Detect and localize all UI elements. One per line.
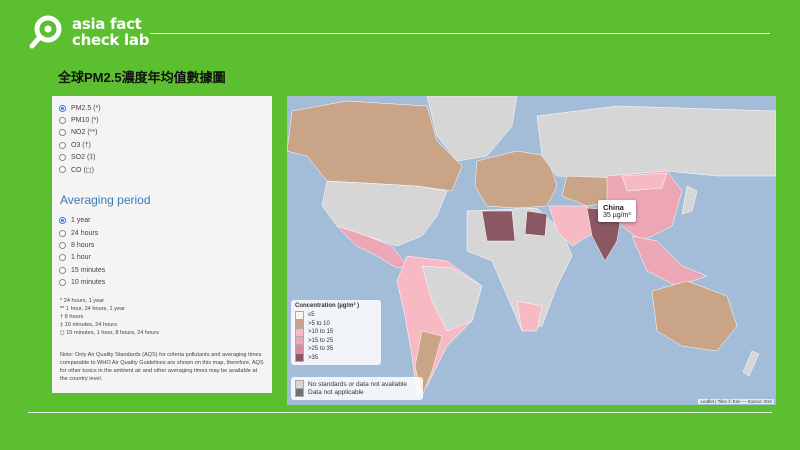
legend-item: Data not applicable xyxy=(295,388,419,398)
averaging-heading: Averaging period xyxy=(60,192,151,207)
legend-item: >10 to 15 xyxy=(295,327,377,337)
new-zealand xyxy=(742,350,760,377)
controls-panel: PM2.5 (*) PM10 (*) NO2 (**) O3 (†) SO2 (‡) CO… xyxy=(52,96,272,393)
averaging-option[interactable]: 1 year xyxy=(52,215,272,227)
option-label: PM2.5 (*) xyxy=(71,104,101,112)
legend-label: >15 to 25 xyxy=(308,337,334,344)
south-africa xyxy=(516,300,543,332)
radio-button[interactable] xyxy=(59,278,66,286)
logo: asia fact check lab xyxy=(28,14,149,50)
pollutant-option[interactable]: NO2 (**) xyxy=(52,127,272,139)
radio-button[interactable] xyxy=(59,104,66,112)
algeria xyxy=(481,210,516,242)
legend-item: >25 to 35 xyxy=(295,344,377,354)
pollutant-option[interactable]: SO2 (‡) xyxy=(52,151,272,163)
radio-button[interactable] xyxy=(59,166,66,174)
russia xyxy=(536,105,776,179)
canada xyxy=(287,100,463,192)
option-label: 24 hours xyxy=(71,229,99,237)
radio-button[interactable] xyxy=(59,254,66,262)
concentration-legend: Concentration (µg/m³ ) ≤5 >5 to 10 >10 to … xyxy=(291,300,381,365)
radio-button[interactable] xyxy=(59,116,66,124)
divider-bottom xyxy=(28,412,772,413)
map-attribution[interactable]: Leaflet | Tiles © Esri — Source: Esri xyxy=(698,399,774,404)
legend-swatch xyxy=(295,388,304,398)
legend-label: >25 to 35 xyxy=(308,346,334,353)
world-map[interactable]: China 35 µg/m³ Concentration (µg/m³ ) ≤5 >… xyxy=(287,96,776,405)
map-countries xyxy=(287,96,776,397)
averaging-option[interactable]: 1 hour xyxy=(52,252,272,264)
footnote: † 8 hours xyxy=(60,313,84,320)
tooltip-value: 35 µg/m³ xyxy=(603,212,631,219)
option-label: NO2 (**) xyxy=(71,129,98,137)
option-label: 1 year xyxy=(71,217,91,225)
legend-label: >35 xyxy=(308,354,319,361)
brazil xyxy=(421,265,483,332)
legend-label: >10 to 15 xyxy=(308,329,334,336)
legend-label: ≤5 xyxy=(308,312,315,319)
page-title: 全球PM2.5濃度年均值數據圖 xyxy=(58,70,226,85)
pollutant-option[interactable]: PM2.5 (*) xyxy=(52,102,272,114)
egypt xyxy=(524,210,548,237)
legend-swatch xyxy=(295,353,304,363)
averaging-option[interactable]: 15 minutes xyxy=(52,264,272,276)
option-label: 10 minutes xyxy=(71,278,106,286)
mexico xyxy=(336,225,408,269)
radio-button[interactable] xyxy=(59,266,66,274)
usa xyxy=(321,180,448,247)
radio-button[interactable] xyxy=(59,229,66,237)
pollutant-option[interactable]: PM10 (*) xyxy=(52,114,272,126)
legend-label: No standards or data not available xyxy=(308,380,408,388)
map-tooltip: China 35 µg/m³ xyxy=(598,200,636,222)
footnotes: * 24 hours, 1 year ** 1 hour, 24 hours, 1… xyxy=(52,297,272,337)
legend-item: ≤5 xyxy=(295,310,377,320)
greenland xyxy=(426,96,518,162)
middle-east xyxy=(548,205,598,247)
option-label: 8 hours xyxy=(71,242,95,250)
divider xyxy=(150,33,770,34)
japan xyxy=(681,185,698,215)
legend-item: >15 to 25 xyxy=(295,336,377,346)
footnote: * 24 hours, 1 year xyxy=(60,297,105,304)
radio-button[interactable] xyxy=(59,153,66,161)
option-label: 1 hour xyxy=(71,254,91,262)
radio-button[interactable] xyxy=(59,217,66,225)
pollutant-option[interactable]: CO (◻) xyxy=(52,163,272,175)
note-text: Note: Only Air Quality Standards (AQS) f… xyxy=(60,351,264,382)
legend-label: Data not applicable xyxy=(308,389,364,397)
footnote: ‡ 10 minutes, 24 hours xyxy=(60,321,117,328)
averaging-option[interactable]: 10 minutes xyxy=(52,276,272,288)
averaging-option[interactable]: 8 hours xyxy=(52,239,272,251)
legend-label: >5 to 10 xyxy=(308,320,330,327)
legend-title: Concentration (µg/m³ ) xyxy=(295,303,360,309)
legend-item: >5 to 10 xyxy=(295,319,377,329)
magnifier-logo-icon xyxy=(29,15,62,49)
footnote: ◻ 15 minutes, 1 hour, 8 hours, 24 hours xyxy=(60,329,159,336)
brand-line1: asia fact xyxy=(72,15,142,33)
radio-button[interactable] xyxy=(59,141,66,149)
option-label: CO (◻) xyxy=(71,166,94,174)
option-label: O3 (†) xyxy=(71,141,91,149)
pollutant-option[interactable]: O3 (†) xyxy=(52,139,272,151)
australia xyxy=(651,280,738,352)
option-label: SO2 (‡) xyxy=(71,153,96,161)
averaging-option[interactable]: 24 hours xyxy=(52,227,272,239)
brand-line2: check lab xyxy=(72,31,150,49)
mongolia xyxy=(621,172,668,192)
availability-legend: No standards or data not available Data n… xyxy=(291,377,423,400)
legend-item: No standards or data not available xyxy=(295,379,419,389)
radio-button[interactable] xyxy=(59,129,66,137)
southeast-asia xyxy=(631,235,708,287)
europe xyxy=(474,150,558,209)
legend-item: >35 xyxy=(295,353,377,363)
radio-button[interactable] xyxy=(59,242,66,250)
tooltip-country: China xyxy=(603,203,624,212)
option-label: 15 minutes xyxy=(71,266,106,274)
footnote: ** 1 hour, 24 hours, 1 year xyxy=(60,305,125,312)
option-label: PM10 (*) xyxy=(71,116,99,124)
